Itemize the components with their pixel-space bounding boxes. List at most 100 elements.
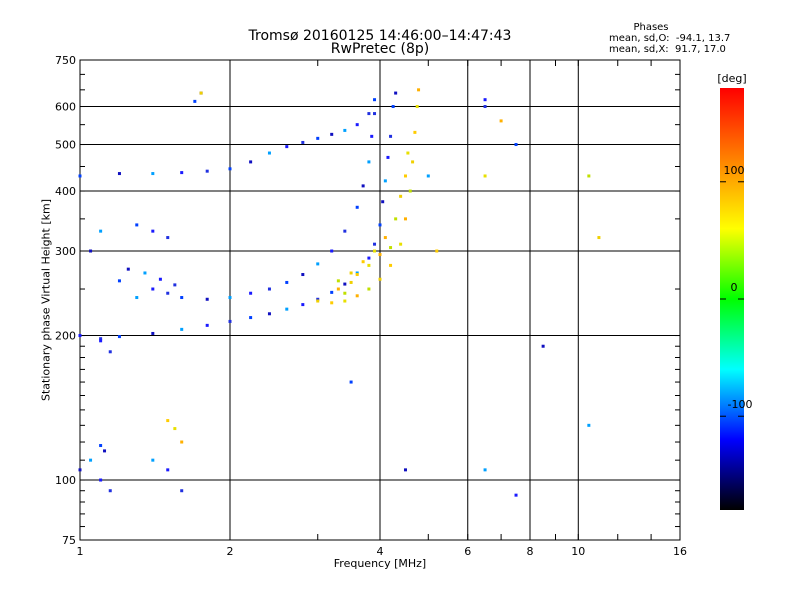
y-tick-label: 600 (55, 101, 76, 114)
data-point (180, 489, 184, 493)
data-point (228, 296, 232, 300)
data-point (373, 112, 377, 116)
colorbar-tick-label: 0 (731, 281, 738, 294)
data-point (78, 334, 82, 338)
data-point (301, 140, 305, 144)
data-point (343, 291, 347, 295)
x-tick-label: 8 (527, 545, 534, 558)
data-point (381, 200, 385, 204)
data-point (399, 194, 403, 198)
data-point (117, 172, 121, 176)
x-tick-label: 4 (377, 545, 384, 558)
data-point (415, 105, 419, 109)
data-point (394, 217, 398, 221)
colorbar-tick-label: 100 (724, 164, 745, 177)
chart-title: Tromsø 20160125 14:46:00–14:47:43 (248, 28, 512, 44)
y-tick-label: 100 (55, 474, 76, 487)
data-point (343, 282, 347, 286)
data-point (205, 297, 209, 301)
data-point (413, 130, 417, 134)
data-point (403, 174, 407, 178)
data-point (389, 263, 393, 267)
y-tick-label: 75 (62, 534, 76, 547)
data-point (367, 263, 371, 267)
y-tick-label: 750 (55, 54, 76, 67)
data-point (108, 350, 112, 354)
data-point (386, 155, 390, 159)
data-point (349, 280, 353, 284)
y-tick-label: 300 (55, 245, 76, 258)
data-point (99, 444, 103, 448)
data-point (143, 271, 147, 275)
data-point (330, 132, 334, 136)
data-point (373, 249, 377, 253)
data-point (514, 493, 518, 497)
data-point (180, 440, 184, 444)
data-point (249, 316, 253, 320)
data-point (301, 303, 305, 307)
data-point (383, 236, 387, 240)
data-point (316, 262, 320, 266)
data-point (135, 296, 139, 300)
data-point (378, 253, 382, 257)
data-point (394, 91, 398, 95)
data-point (373, 242, 377, 246)
data-point (151, 229, 155, 233)
data-point (316, 299, 320, 303)
data-point (417, 88, 421, 92)
data-point (426, 174, 430, 178)
data-point (135, 223, 139, 227)
data-point (173, 427, 177, 431)
data-point (180, 171, 184, 175)
phase-stats: Phases mean, sd,O: -94.1, 13.7 mean, sd,… (609, 22, 793, 55)
data-point (349, 271, 353, 275)
x-tick-label: 6 (464, 545, 471, 558)
data-point (383, 179, 387, 183)
data-point (499, 119, 503, 123)
data-point (151, 172, 155, 176)
data-point (389, 246, 393, 250)
data-point (367, 112, 371, 116)
data-point (151, 287, 155, 291)
data-point (361, 260, 365, 264)
data-point (355, 271, 359, 275)
data-point (355, 205, 359, 209)
data-point (151, 458, 155, 462)
data-point (483, 98, 487, 102)
data-point (78, 468, 82, 472)
data-point (316, 297, 320, 301)
data-point (249, 291, 253, 295)
data-point (483, 174, 487, 178)
y-tick-label: 200 (55, 330, 76, 343)
data-point (378, 223, 382, 227)
x-tick-label: 16 (673, 545, 687, 558)
x-axis-label: Frequency [MHz] (333, 557, 427, 570)
data-point (367, 287, 371, 291)
data-point (166, 419, 170, 423)
data-point (228, 319, 232, 323)
data-point (411, 160, 415, 164)
data-point (541, 344, 545, 348)
data-point (406, 151, 410, 155)
data-point (349, 380, 353, 384)
data-point (205, 169, 209, 173)
data-point (408, 189, 412, 193)
data-point (330, 301, 334, 305)
data-point (343, 128, 347, 132)
data-point (228, 167, 232, 171)
data-point (89, 249, 93, 253)
x-tick-label: 1 (77, 545, 84, 558)
data-point (301, 273, 305, 277)
data-point (267, 287, 271, 291)
data-point (403, 468, 407, 472)
data-point (378, 277, 382, 281)
data-point (205, 323, 209, 327)
data-point (99, 339, 103, 343)
data-point (249, 160, 253, 164)
data-point (355, 294, 359, 298)
data-point (373, 98, 377, 102)
x-tick-label: 10 (571, 545, 585, 558)
data-point (166, 236, 170, 240)
data-point (483, 105, 487, 109)
chart-subtitle: RwPretec (8p) (330, 41, 430, 57)
